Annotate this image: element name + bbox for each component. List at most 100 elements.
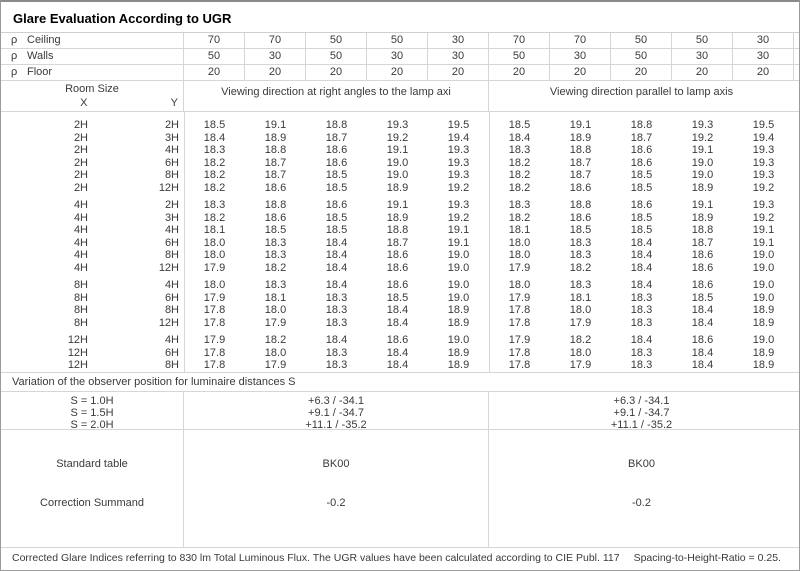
ugr-value-cell: 19.3 <box>386 119 409 131</box>
s-values-right: +6.3 / -34.1 +9.1 / -34.7 +11.1 / -35.2 <box>489 392 794 431</box>
ugr-value-cell: 17.9 <box>569 316 592 329</box>
ugr-value-cell: 17.8 <box>203 346 226 359</box>
ugr-value-cell: 19.0 <box>752 291 775 304</box>
ugr-value-cell: 18.3 <box>569 236 592 249</box>
reflectance-value-cell: 20 <box>489 65 550 80</box>
ugr-value-cell: 18.5 <box>630 224 653 236</box>
ugr-value-cell: 18.3 <box>630 316 653 329</box>
ugr-value-cell: 17.8 <box>508 346 531 359</box>
reflectance-row: ρ Walls 50 30 50 30 30 50 30 50 30 30 <box>1 49 799 65</box>
s-value: +6.3 / -34.1 <box>613 395 670 407</box>
reflectance-value-cell: 70 <box>550 33 611 48</box>
column-divider <box>489 112 490 372</box>
ugr-value-cell: 18.3 <box>325 316 348 329</box>
table-row: 12H 8H 17.8 17.9 18.3 18.4 18.9 17.8 17.9 18.3 18.… <box>1 359 799 372</box>
ugr-value-cell: 18.9 <box>569 131 592 144</box>
ugr-value-cell: 18.4 <box>325 334 348 346</box>
table-row: 8H 12H 17.8 17.9 18.3 18.4 18.9 17.8 17.9 18.3 18.… <box>1 317 799 330</box>
reflectance-value-cell: 70 <box>184 33 245 48</box>
summary-values-left: BK00 -0.2 <box>184 430 489 547</box>
reflectance-value-cell: 30 <box>428 33 489 48</box>
reflectance-value-cell: 20 <box>733 65 794 80</box>
ugr-row-block: 2H 2H 18.5 19.1 18.8 19.3 19.5 18.5 19.1 18.8 19.3… <box>1 119 799 194</box>
y-column-label: Y <box>170 97 178 109</box>
reflectance-value-cell: 20 <box>367 65 428 80</box>
ugr-value-cell: 18.8 <box>569 144 592 156</box>
ugr-row-block: 12H 4H 17.9 18.2 18.4 18.6 19.0 17.9 18.2 18.4 18.… <box>1 334 799 372</box>
ugr-value-cell: 18.3 <box>630 346 653 359</box>
ugr-value-cell: 18.6 <box>691 279 714 291</box>
reflectance-row: ρ Floor 20 20 20 20 20 20 20 20 20 20 <box>1 65 799 81</box>
room-size-y: 6H <box>164 236 179 249</box>
reflectance-row-label: ρ Ceiling <box>1 33 184 48</box>
room-size-x: 4H <box>73 199 88 211</box>
ugr-value-cell: 17.9 <box>203 261 226 274</box>
ugr-value-cell: 19.0 <box>752 261 775 274</box>
reflectance-value-cell: 30 <box>367 49 428 64</box>
reflectance-value-cell: 20 <box>245 65 306 80</box>
observer-variation-heading: Variation of the observer position for l… <box>1 372 799 392</box>
ugr-row-block: 4H 2H 18.3 18.8 18.6 19.1 19.3 18.3 18.8 18.6 19.1… <box>1 199 799 274</box>
room-size-x: 8H <box>73 291 88 304</box>
room-size-y: 6H <box>164 346 179 359</box>
ugr-table-body: 2H 2H 18.5 19.1 18.8 19.3 19.5 18.5 19.1 18.8 19.3… <box>1 112 799 372</box>
ugr-value-cell: 18.9 <box>447 316 470 329</box>
room-size-x: 2H <box>73 144 88 156</box>
ugr-value-cell: 18.2 <box>264 261 287 274</box>
ugr-value-cell: 18.0 <box>508 236 531 249</box>
ugr-value-cell: 18.7 <box>569 156 592 169</box>
ugr-value-cell: 18.4 <box>325 261 348 274</box>
table-row: 4H 8H 18.0 18.3 18.4 18.6 19.0 18.0 18.3 18.4 18.6… <box>1 249 799 262</box>
ugr-value-cell: 18.7 <box>386 236 409 249</box>
ugr-value-cell: 18.9 <box>264 131 287 144</box>
reflectance-value-cell: 20 <box>428 65 489 80</box>
ugr-value-cell: 18.9 <box>447 304 470 316</box>
ugr-value-cell: 18.4 <box>325 249 348 261</box>
ugr-value-cell: 18.3 <box>203 144 226 156</box>
room-size-y: 8H <box>164 169 179 181</box>
reflectance-value-cell: 20 <box>672 65 733 80</box>
ugr-value-cell: 18.6 <box>569 211 592 224</box>
rho-symbol: ρ <box>11 66 18 78</box>
ugr-value-cell: 18.8 <box>325 119 348 131</box>
reflectance-value-cell: 20 <box>306 65 367 80</box>
viewing-direction-right-label: Viewing direction parallel to lamp axis <box>549 86 734 98</box>
ugr-value-cell: 18.9 <box>447 359 470 371</box>
standard-table-value: BK00 <box>322 458 350 470</box>
room-size-y: 12H <box>158 316 179 329</box>
ugr-value-cell: 18.4 <box>630 334 653 346</box>
table-row: 12H 6H 17.8 18.0 18.3 18.4 18.9 17.8 18.0 18.3 18.… <box>1 347 799 360</box>
ugr-value-cell: 19.0 <box>447 249 470 261</box>
ugr-value-cell: 18.0 <box>508 249 531 261</box>
ugr-value-cell: 18.2 <box>203 181 226 194</box>
reflectance-row: ρ Ceiling 70 70 50 50 30 70 70 50 50 30 <box>1 33 799 49</box>
ugr-value-cell: 19.1 <box>569 119 592 131</box>
reflectance-value-cell: 20 <box>184 65 245 80</box>
ugr-value-cell: 17.8 <box>508 304 531 316</box>
ugr-value-cell: 18.4 <box>386 359 409 371</box>
ugr-value-cell: 19.3 <box>447 199 470 211</box>
reflectance-header: ρ Ceiling 70 70 50 50 30 70 70 50 50 30 ρ Walls 50 30 50… <box>1 33 799 81</box>
room-size-x: 2H <box>73 156 88 169</box>
room-size-x: 12H <box>67 346 88 359</box>
ugr-value-cell: 18.6 <box>630 156 653 169</box>
ugr-value-cell: 18.4 <box>691 359 714 371</box>
ugr-value-cell: 18.0 <box>264 304 287 316</box>
correction-summand-value: -0.2 <box>326 497 346 509</box>
reflectance-value-cell: 50 <box>306 33 367 48</box>
ugr-value-cell: 18.9 <box>386 211 409 224</box>
room-size-x: 2H <box>73 169 88 181</box>
ugr-value-cell: 18.5 <box>325 181 348 194</box>
ugr-value-cell: 19.1 <box>752 236 775 249</box>
room-size-y: 6H <box>164 156 179 169</box>
ugr-value-cell: 17.9 <box>569 359 592 371</box>
ugr-value-cell: 18.4 <box>630 236 653 249</box>
room-size-y: 2H <box>164 119 179 131</box>
ugr-value-cell: 18.3 <box>203 199 226 211</box>
s-value: +11.1 / -35.2 <box>305 419 367 431</box>
ugr-value-cell: 18.0 <box>569 304 592 316</box>
table-row: 2H 2H 18.5 19.1 18.8 19.3 19.5 18.5 19.1 18.8 19.3… <box>1 119 799 132</box>
ugr-value-cell: 18.4 <box>386 346 409 359</box>
ugr-value-cell: 18.9 <box>386 181 409 194</box>
ugr-value-cell: 18.4 <box>325 236 348 249</box>
